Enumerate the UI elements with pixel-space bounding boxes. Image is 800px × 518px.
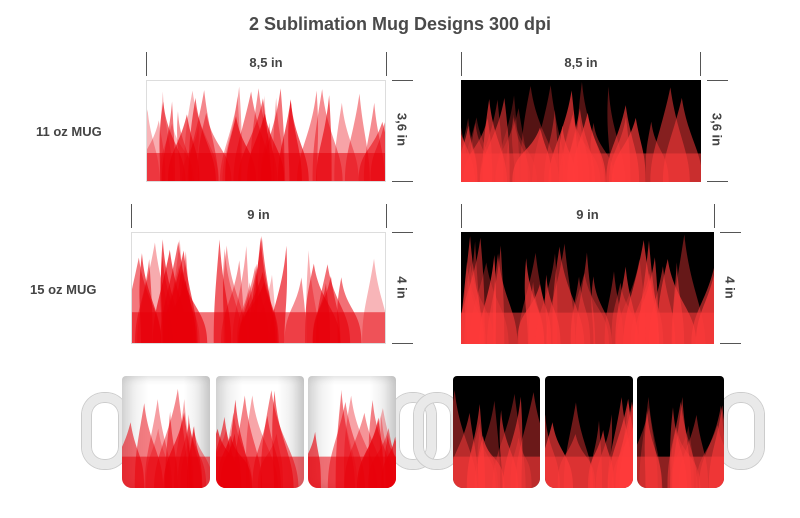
dimension-tick — [461, 52, 462, 76]
dimension-tick — [392, 80, 413, 81]
flame-base — [122, 456, 210, 488]
flame-base — [461, 153, 701, 182]
flame-base — [216, 456, 304, 488]
dimension-tick — [392, 232, 413, 233]
dimension-tick — [714, 204, 715, 228]
dimension-tick — [700, 52, 701, 76]
height-label: 4 in — [722, 276, 738, 299]
width-label: 9 in — [576, 207, 599, 222]
flame-artwork — [308, 389, 396, 488]
row-label-15oz: 15 oz MUG — [30, 282, 97, 297]
flame-artwork — [216, 390, 304, 488]
width-label: 8,5 in — [564, 55, 598, 70]
design-panel-black-15oz — [461, 232, 714, 344]
flame-artwork — [147, 86, 385, 181]
flame-artwork — [122, 388, 210, 488]
mug-black-left — [453, 376, 540, 488]
flame-base — [132, 312, 385, 343]
design-panel-white-11oz — [146, 80, 386, 182]
width-label: 9 in — [247, 207, 270, 222]
height-label: 3,6 in — [709, 112, 725, 147]
design-panel-black-11oz — [461, 80, 701, 182]
flame-base — [545, 456, 633, 488]
flame-artwork — [453, 390, 540, 488]
dimension-tick — [461, 204, 462, 228]
flame-artwork — [132, 235, 385, 343]
flame-base — [461, 312, 714, 344]
flame-base — [637, 456, 724, 488]
page-title: 2 Sublimation Mug Designs 300 dpi — [248, 14, 552, 34]
dimension-tick — [131, 204, 132, 228]
flame-artwork — [461, 234, 714, 344]
mug-white-left — [122, 376, 210, 488]
design-panel-white-15oz — [131, 232, 386, 344]
mug-white-front — [216, 376, 304, 488]
dimension-tick — [392, 343, 413, 344]
flame-base — [147, 153, 385, 181]
flame-base — [453, 456, 540, 488]
dimension-tick — [720, 232, 741, 233]
flame-artwork — [545, 397, 633, 488]
dimension-tick — [707, 181, 728, 182]
flame-artwork — [637, 396, 724, 488]
dimension-tick — [146, 52, 147, 76]
flame-artwork — [461, 82, 701, 182]
mug-handle — [718, 393, 764, 469]
dimension-tick — [386, 204, 387, 228]
dimension-tick — [707, 80, 728, 81]
mug-black-right — [637, 376, 724, 488]
mug-black-front — [545, 376, 633, 488]
height-label: 4 in — [394, 276, 410, 299]
dimension-tick — [392, 181, 413, 182]
flame-base — [308, 456, 396, 488]
mug-white-right — [308, 376, 396, 488]
dimension-tick — [386, 52, 387, 76]
width-label: 8,5 in — [249, 55, 283, 70]
row-label-11oz: 11 oz MUG — [36, 124, 102, 139]
dimension-tick — [720, 343, 741, 344]
height-label: 3,6 in — [394, 112, 410, 147]
